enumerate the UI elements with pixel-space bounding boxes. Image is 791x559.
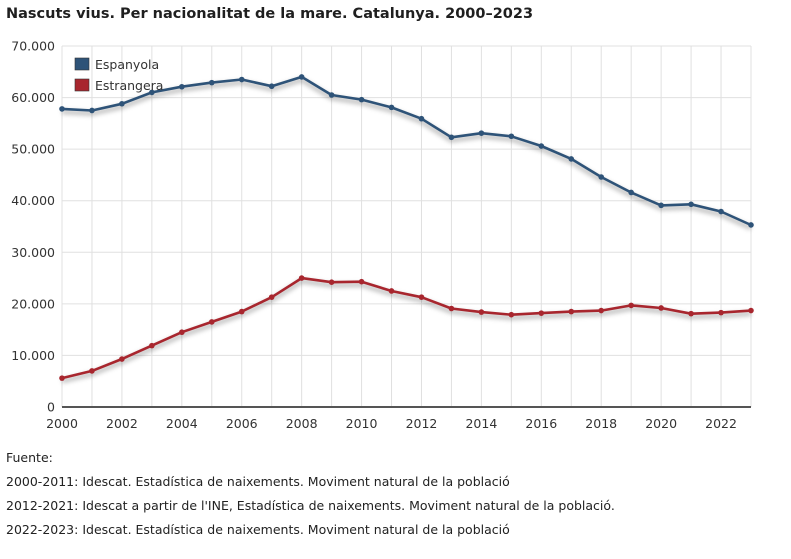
series-line-shadow	[61, 77, 753, 231]
data-point-espanyola	[328, 92, 335, 98]
data-point-espanyola	[448, 134, 455, 141]
data-point-espanyola	[59, 106, 65, 112]
series-layer	[59, 74, 754, 384]
legend-swatch	[74, 78, 90, 92]
data-point-estrangera	[508, 311, 515, 318]
data-point-estrangera	[568, 308, 575, 315]
axes: 0 10.000 20.000 30.000 40.000 50.000 60.000 70.…	[11, 39, 751, 431]
data-point-espanyola	[748, 222, 754, 228]
data-point-estrangera	[208, 319, 215, 325]
data-point-espanyola	[89, 107, 95, 114]
data-point-espanyola	[119, 100, 125, 107]
legend: Espanyola Estrangera	[74, 57, 163, 93]
data-point-espanyola	[298, 74, 305, 80]
legend-label: Estrangera	[95, 78, 163, 93]
series-line-estrangera	[61, 276, 752, 380]
y-tick-label: 40.000	[11, 193, 55, 208]
x-tick-label: 2010	[346, 416, 378, 431]
grid	[61, 45, 752, 407]
data-point-espanyola	[268, 83, 275, 90]
x-tick-label: 2000	[46, 416, 78, 431]
data-point-espanyola	[508, 133, 515, 140]
x-tick-label: 2006	[226, 416, 258, 431]
data-point-estrangera	[238, 308, 245, 315]
data-point-espanyola	[179, 83, 185, 90]
y-tick-label: 70.000	[11, 39, 55, 54]
data-point-estrangera	[149, 342, 155, 349]
x-tick-label: 2014	[465, 416, 497, 431]
source-line: 2022-2023: Idescat. Estadística de naixe…	[6, 522, 510, 537]
data-point-estrangera	[119, 356, 125, 362]
data-point-espanyola	[358, 96, 365, 103]
data-point-estrangera	[748, 307, 754, 314]
data-point-estrangera	[478, 309, 485, 315]
data-point-estrangera	[688, 310, 694, 317]
data-point-estrangera	[179, 329, 185, 336]
legend-label: Espanyola	[95, 57, 159, 72]
x-tick-label: 2004	[166, 416, 198, 431]
legend-swatch	[74, 57, 90, 71]
x-tick-label: 2018	[585, 416, 617, 431]
series-line-espanyola	[61, 75, 752, 227]
x-tick-label: 2022	[705, 416, 737, 431]
data-point-estrangera	[718, 309, 724, 316]
y-tick-label: 50.000	[11, 142, 55, 157]
data-point-espanyola	[568, 156, 575, 162]
data-point-estrangera	[89, 368, 95, 374]
data-point-estrangera	[418, 294, 425, 300]
data-point-estrangera	[388, 288, 395, 294]
data-point-espanyola	[538, 143, 545, 149]
source-heading: Fuente:	[6, 450, 53, 465]
data-point-espanyola	[208, 79, 215, 86]
y-tick-label: 60.000	[11, 90, 55, 105]
line-chart: 0 10.000 20.000 30.000 40.000 50.000 60.000 70.…	[11, 39, 754, 431]
data-point-espanyola	[238, 76, 245, 83]
source-footer: Fuente: 2000-2011: Idescat. Estadística …	[6, 446, 615, 542]
series-line-shadow	[61, 278, 752, 384]
data-point-espanyola	[149, 89, 155, 96]
y-tick-label: 20.000	[11, 296, 55, 311]
data-point-espanyola	[598, 174, 605, 180]
data-point-estrangera	[268, 294, 275, 300]
data-point-estrangera	[328, 279, 335, 285]
data-point-estrangera	[628, 302, 634, 309]
x-tick-label: 2020	[645, 416, 677, 431]
data-point-espanyola	[418, 115, 425, 122]
data-point-estrangera	[448, 305, 455, 312]
data-point-espanyola	[388, 104, 395, 111]
data-point-estrangera	[358, 278, 365, 285]
data-point-estrangera	[658, 305, 664, 311]
source-line: 2012-2021: Idescat a partir de l'INE, Es…	[6, 498, 615, 513]
data-point-espanyola	[628, 189, 634, 196]
data-point-espanyola	[688, 201, 694, 208]
source-line: 2000-2011: Idescat. Estadística de naixe…	[6, 474, 510, 489]
data-point-espanyola	[658, 202, 664, 209]
x-tick-label: 2008	[286, 416, 318, 431]
x-tick-label: 2016	[525, 416, 557, 431]
y-tick-label: 10.000	[11, 348, 55, 363]
data-point-estrangera	[298, 275, 305, 281]
data-point-estrangera	[598, 307, 605, 314]
data-point-estrangera	[538, 310, 545, 316]
y-tick-label: 0	[47, 400, 55, 415]
x-tick-label: 2002	[106, 416, 138, 431]
data-point-espanyola	[478, 130, 485, 136]
chart-title: Nascuts vius. Per nacionalitat de la mar…	[6, 6, 534, 22]
data-point-espanyola	[718, 208, 724, 215]
y-tick-label: 30.000	[11, 245, 55, 260]
x-tick-label: 2012	[406, 416, 438, 431]
data-point-estrangera	[59, 375, 65, 381]
